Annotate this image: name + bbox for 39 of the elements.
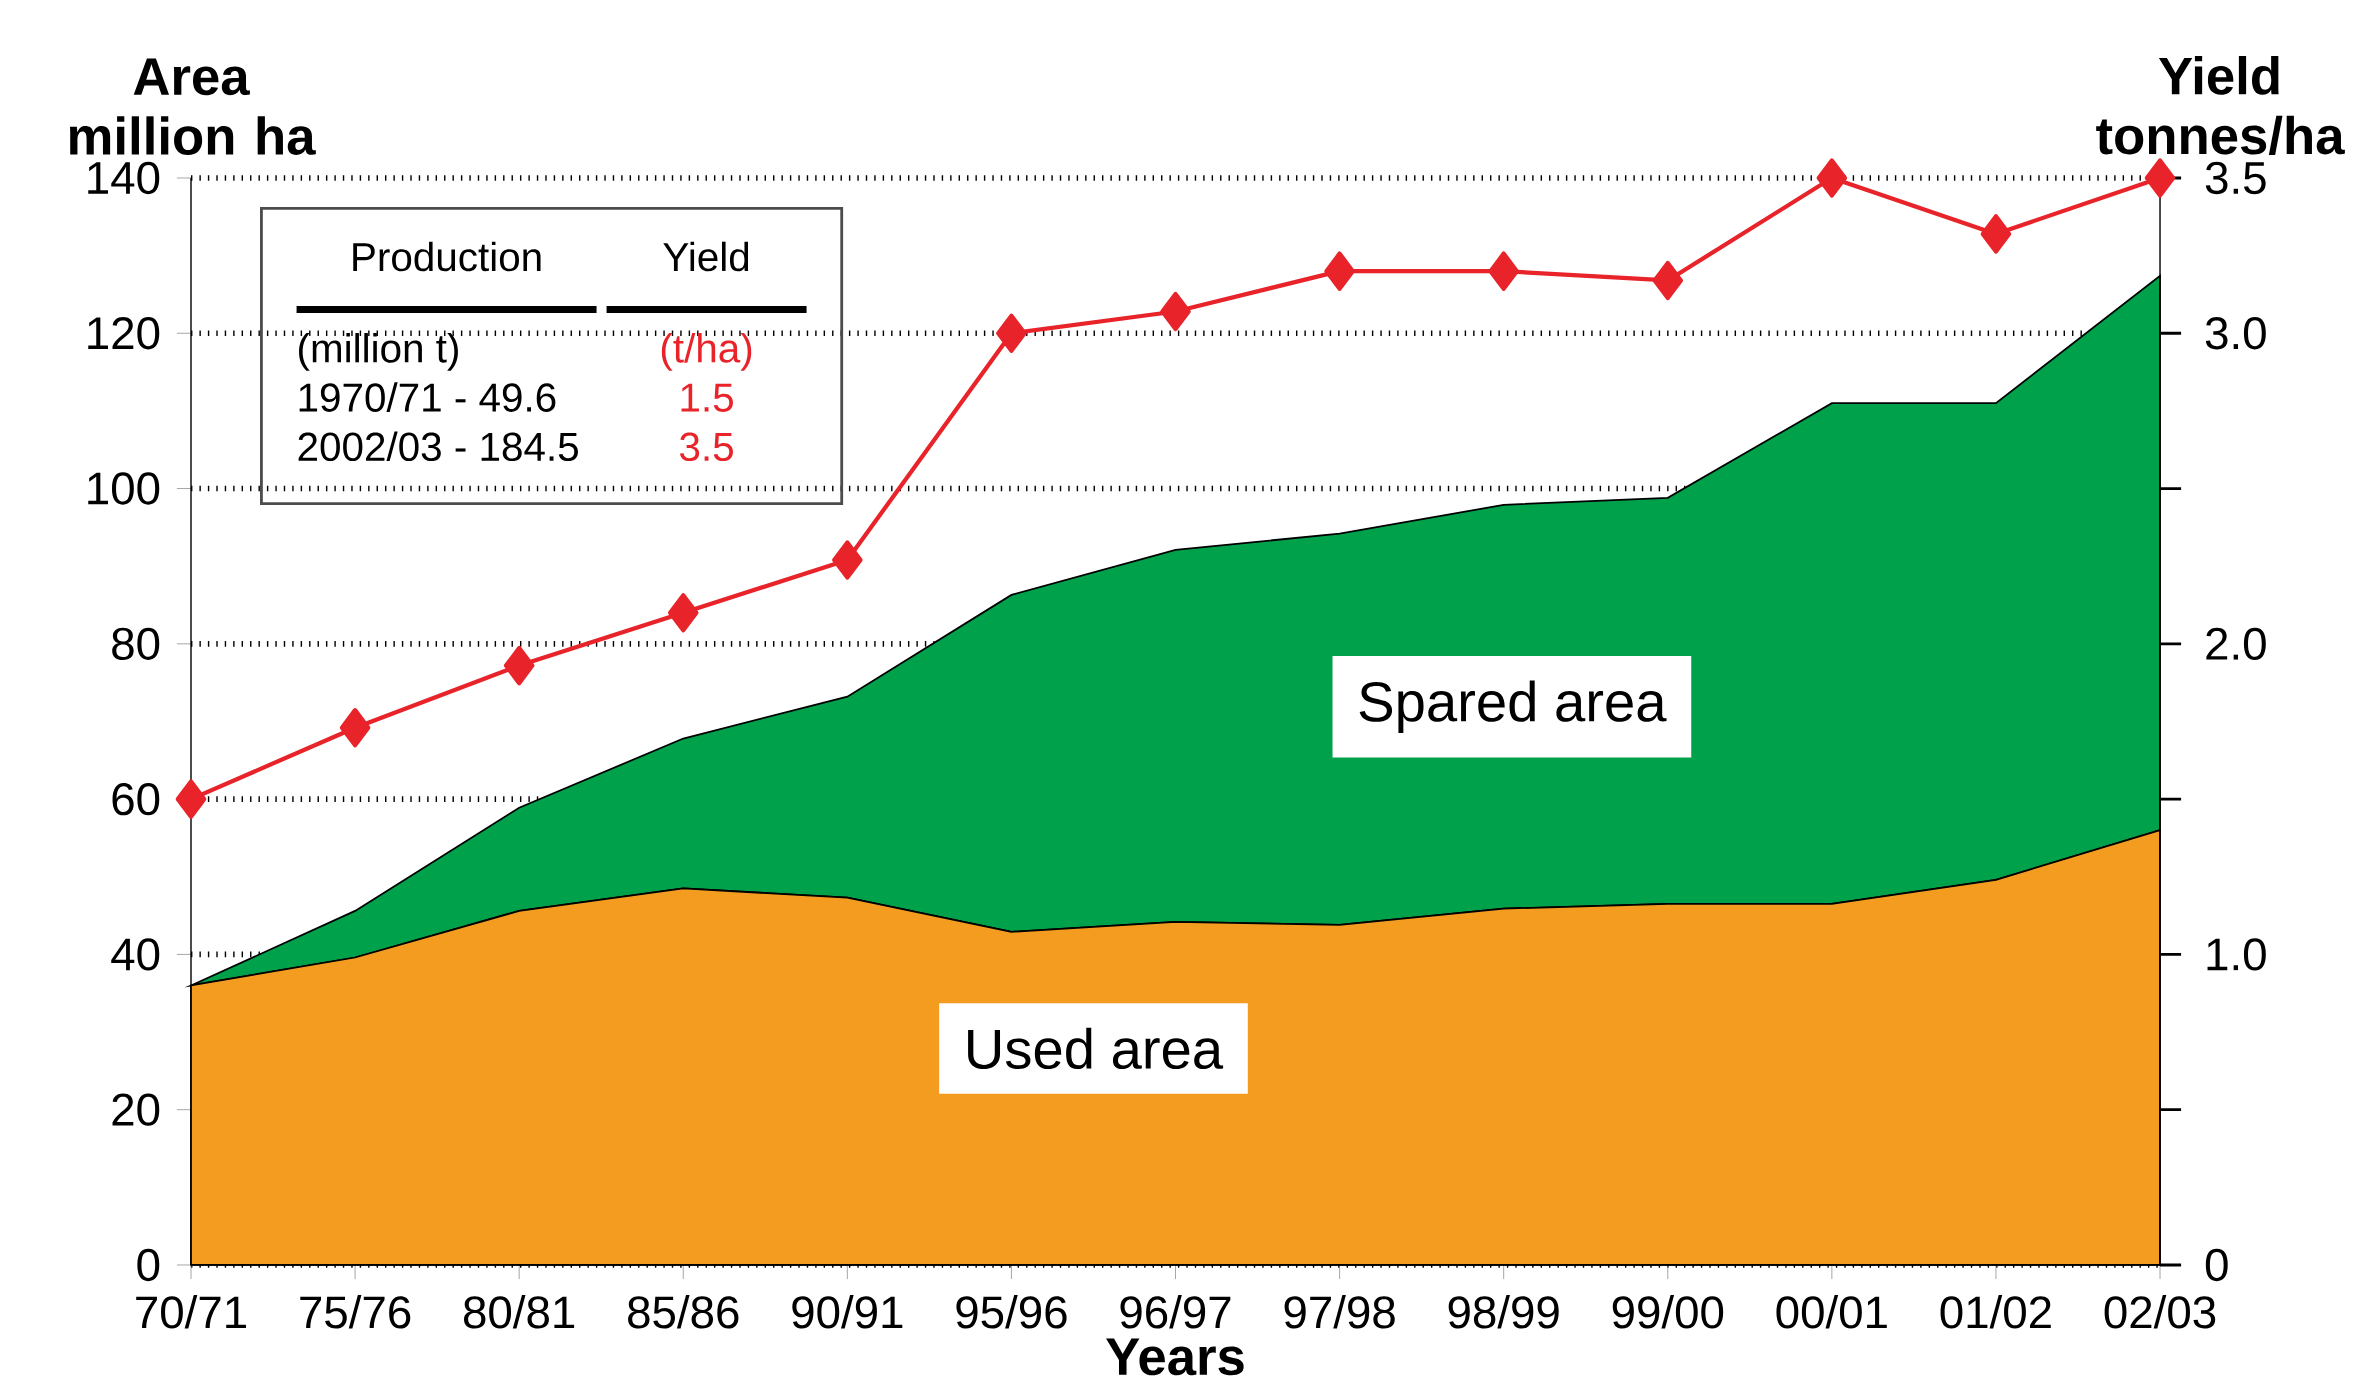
x-tick-label: 96/97 (1120, 1294, 1231, 1329)
y2-tick-label: 3.5 (2205, 161, 2266, 195)
x-tick-label: 97/98 (1284, 1294, 1395, 1329)
series-label: Spared area (1359, 680, 1667, 733)
x-tick-label: 85/86 (628, 1294, 739, 1329)
y-tick-label: 0 (137, 1248, 160, 1282)
y-tick-label: 100 (88, 472, 160, 505)
annotation: Production (353, 241, 541, 272)
x-tick-label: 70/71 (136, 1294, 246, 1329)
y2-tick-label: 3.0 (2205, 317, 2266, 350)
x-tick-label: 02/03 (2104, 1294, 2216, 1329)
y2-tick-label: 1.0 (2207, 938, 2266, 971)
series-label: Used area (968, 1027, 1224, 1070)
annotation: 2002/03 - 184.5 (298, 431, 578, 462)
x-tick-label: 95/96 (956, 1294, 1067, 1329)
x-tick-label: 98/99 (1448, 1294, 1559, 1329)
x-tick-label: 00/01 (1776, 1294, 1887, 1329)
y-tick-label: 120 (88, 317, 160, 350)
annotation: 1.5 (681, 383, 733, 412)
y2-axis-title: Yield tonnes/ha (2096, 56, 2345, 156)
x-tick-label: 80/81 (463, 1294, 575, 1329)
x-tick-label: 99/00 (1612, 1294, 1724, 1329)
y-tick-label: 20 (112, 1093, 160, 1126)
y-tick-label: 140 (88, 161, 160, 195)
y2-tick-label: 2.0 (2206, 627, 2266, 661)
y2-tick-label: 0 (2205, 1248, 2228, 1282)
annotation: (t/ha) (661, 333, 752, 371)
y-tick-label: 80 (112, 627, 160, 660)
y-axis-title: Area million ha (70, 58, 316, 155)
x-tick-label: 75/76 (300, 1294, 411, 1329)
annotation: Yield (663, 241, 749, 272)
y-tick-label: 60 (112, 782, 160, 816)
x-tick-label: 90/91 (792, 1294, 903, 1329)
x-axis-title: Years (1106, 1338, 1244, 1376)
annotation: 1970/71 - 49.6 (299, 382, 556, 412)
annotation: (million t) (299, 333, 458, 371)
y-tick-label: 40 (111, 938, 160, 971)
x-tick-label: 01/02 (1940, 1294, 2051, 1329)
annotation: 3.5 (680, 432, 733, 462)
